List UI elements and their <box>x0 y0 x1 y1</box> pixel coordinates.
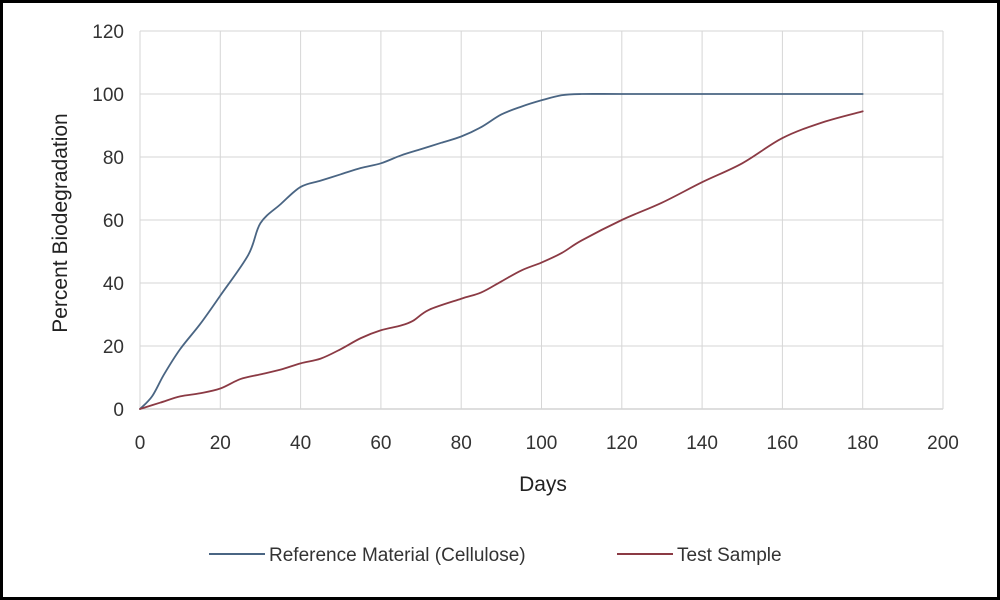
legend-label-reference: Reference Material (Cellulose) <box>269 545 526 566</box>
x-axis-title: Days <box>519 473 567 496</box>
x-tick-label-40: 40 <box>290 433 311 454</box>
x-tick-label-0: 0 <box>135 433 146 454</box>
grid <box>139 30 944 410</box>
x-tick-label-120: 120 <box>606 433 638 454</box>
y-tick-label-100: 100 <box>92 85 124 106</box>
y-tick-label-60: 60 <box>103 211 124 232</box>
y-tick-label-120: 120 <box>92 22 124 43</box>
y-tick-label-40: 40 <box>103 274 124 295</box>
line-chart: 0 20 40 60 80 100 120 0 20 40 60 80 100 120 140 160 180… <box>49 22 959 566</box>
x-tick-label-200: 200 <box>927 433 959 454</box>
y-axis-ticks: 0 20 40 60 80 100 120 <box>92 22 124 421</box>
series-lines <box>139 93 864 410</box>
x-tick-label-80: 80 <box>451 433 472 454</box>
legend-label-test: Test Sample <box>677 545 782 566</box>
series-line-test-sample <box>139 110 864 410</box>
x-axis-ticks: 0 20 40 60 80 100 120 140 160 180 200 <box>135 433 959 454</box>
x-tick-label-180: 180 <box>847 433 879 454</box>
x-tick-label-140: 140 <box>686 433 718 454</box>
series-line-reference <box>139 93 864 410</box>
x-tick-label-20: 20 <box>210 433 231 454</box>
y-tick-label-80: 80 <box>103 148 124 169</box>
y-tick-label-0: 0 <box>113 400 124 421</box>
x-tick-label-100: 100 <box>526 433 558 454</box>
x-tick-label-160: 160 <box>767 433 799 454</box>
y-axis-title: Percent Biodegradation <box>49 113 72 333</box>
legend: Reference Material (Cellulose) Test Samp… <box>209 545 782 566</box>
x-tick-label-60: 60 <box>370 433 391 454</box>
y-tick-label-20: 20 <box>103 337 124 358</box>
